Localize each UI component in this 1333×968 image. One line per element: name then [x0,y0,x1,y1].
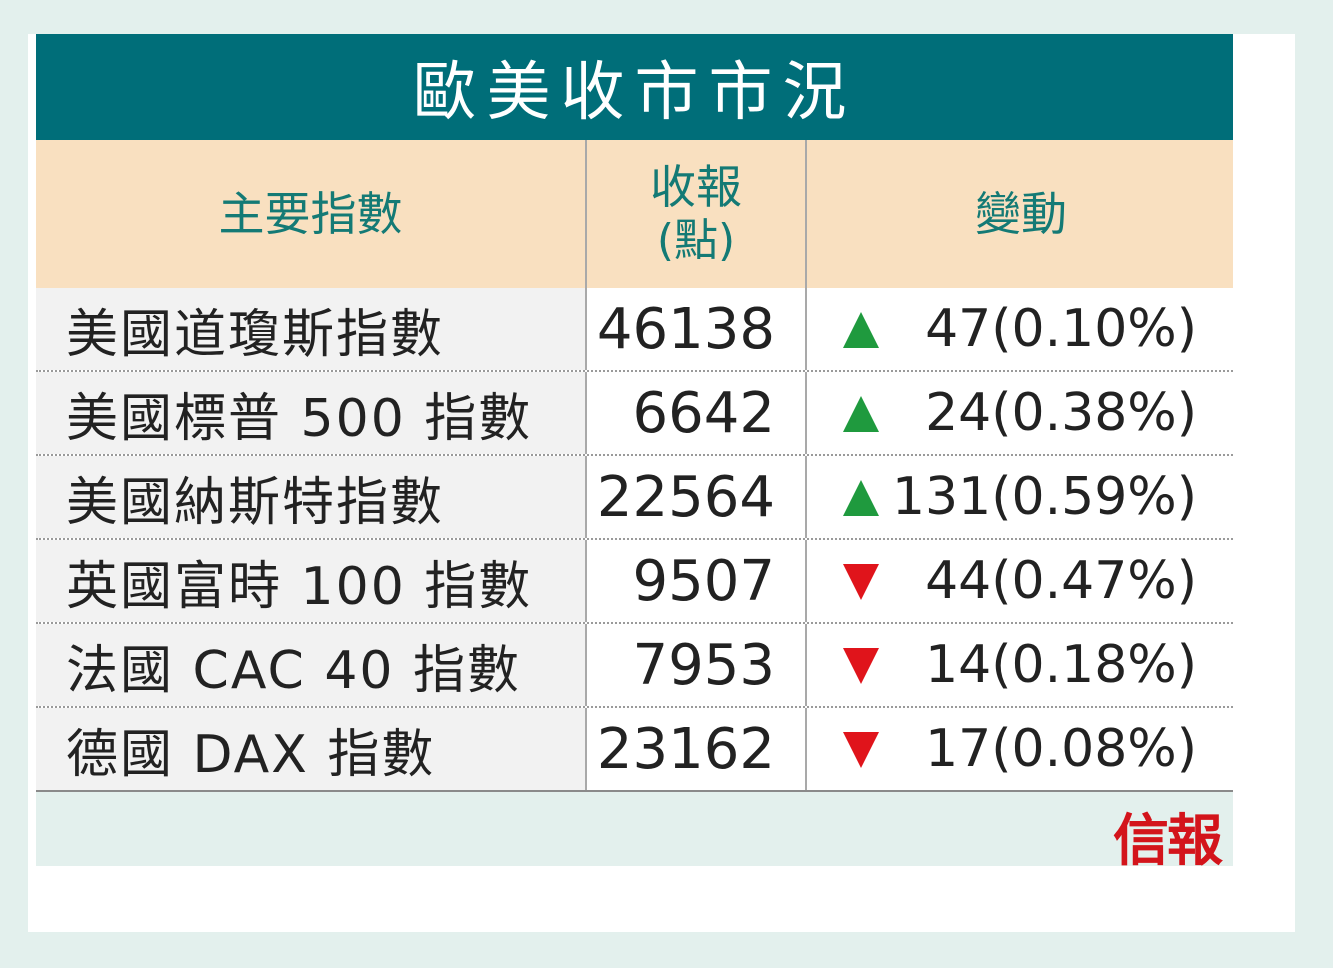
change-cell: 47(0.10%) [805,288,1233,370]
triangle-up-icon [843,312,879,348]
table-row: 美國標普 500 指數 6642 24(0.38%) [36,372,1233,456]
index-name: 英國富時 100 指數 [36,540,585,622]
table-body: 美國道瓊斯指數 46138 47(0.10%) 美國標普 500 指數 6642… [36,288,1233,792]
header-index-label: 主要指數 [218,187,403,241]
table-title: 歐美收市市況 [36,34,1233,140]
table-row: 美國納斯特指數 22564 131(0.59%) [36,456,1233,540]
change-value: 47(0.10%) [925,299,1197,359]
change-value: 14(0.18%) [925,635,1197,695]
header-close: 收報 (點) [585,140,805,288]
close-value: 22564 [585,456,803,538]
change-value: 44(0.47%) [925,551,1197,611]
change-value: 17(0.08%) [925,719,1197,779]
change-value: 131(0.59%) [891,467,1197,527]
header-close-label: 收報 [650,160,742,214]
change-cell: 44(0.47%) [805,540,1233,622]
table-row: 德國 DAX 指數 23162 17(0.08%) [36,708,1233,792]
change-cell: 131(0.59%) [805,456,1233,538]
footer-bar: 信報 [36,792,1233,874]
triangle-down-icon [843,732,879,768]
close-value: 23162 [585,708,803,790]
triangle-up-icon [843,480,879,516]
table-header: 主要指數 收報 (點) 變動 [36,140,1233,288]
table-row: 美國道瓊斯指數 46138 47(0.10%) [36,288,1233,372]
close-value: 7953 [585,624,803,706]
triangle-down-icon [843,648,879,684]
index-name: 德國 DAX 指數 [36,708,585,790]
header-change: 變動 [805,140,1235,288]
close-value: 46138 [585,288,803,370]
table-row: 英國富時 100 指數 9507 44(0.47%) [36,540,1233,624]
header-change-label: 變動 [975,187,1067,241]
triangle-down-icon [843,564,879,600]
brand-logo: 信報 [1113,808,1223,874]
change-cell: 17(0.08%) [805,708,1233,790]
index-name: 美國納斯特指數 [36,456,585,538]
change-cell: 14(0.18%) [805,624,1233,706]
triangle-up-icon [843,396,879,432]
header-close-unit: (點) [656,215,736,266]
close-value: 6642 [585,372,803,454]
index-name: 美國標普 500 指數 [36,372,585,454]
close-value: 9507 [585,540,803,622]
change-cell: 24(0.38%) [805,372,1233,454]
index-name: 美國道瓊斯指數 [36,288,585,370]
table-row: 法國 CAC 40 指數 7953 14(0.18%) [36,624,1233,708]
change-value: 24(0.38%) [925,383,1197,443]
index-name: 法國 CAC 40 指數 [36,624,585,706]
header-index: 主要指數 [36,140,585,288]
